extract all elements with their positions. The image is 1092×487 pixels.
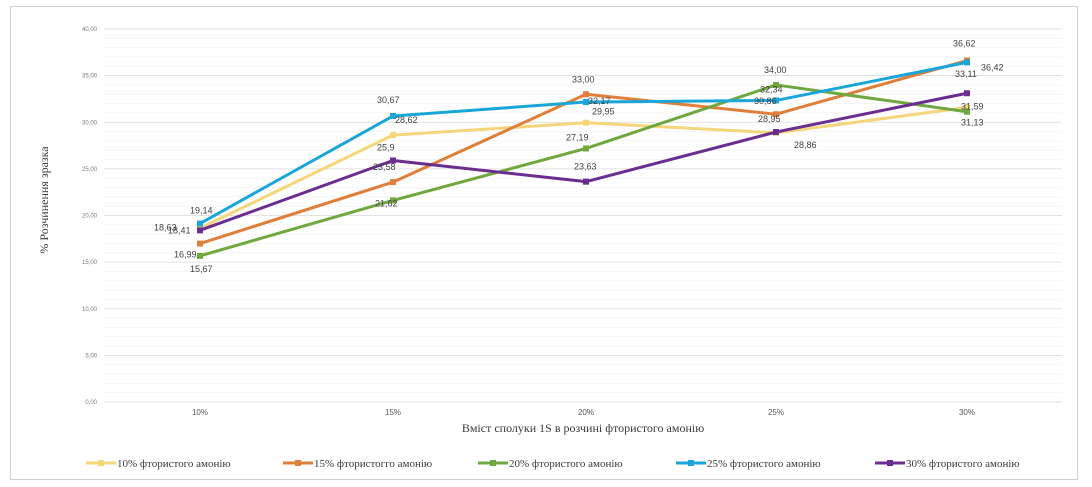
data-labels-series-5: 18,41 25,9 23,63 28,95 33,11 [168, 69, 977, 235]
data-labels-series-1: 18,63 28,62 29,95 28,86 31,59 [154, 101, 984, 232]
legend-marker [98, 460, 104, 466]
data-point [964, 59, 970, 66]
data-label: 28,95 [758, 114, 781, 124]
data-labels-series-4: 19,14 30,67 32,17 32,34 36,42 [190, 62, 1004, 215]
data-point [964, 104, 970, 111]
x-tick-label: 10% [192, 408, 208, 417]
data-label: 28,62 [395, 115, 418, 125]
y-tick-label: 30,00 [82, 120, 98, 126]
legend-marker [688, 460, 694, 466]
data-label: 32,34 [760, 84, 783, 94]
y-tick-label: 0,00 [85, 400, 97, 406]
x-axis-title: Вміст сполуки 1S в розчині фтористого ам… [462, 421, 704, 435]
legend-item: 25% фтористого амонію [707, 458, 821, 470]
data-label: 36,62 [953, 39, 976, 49]
y-tick-label: 35,00 [82, 74, 98, 80]
data-point [197, 227, 203, 234]
data-point [197, 240, 203, 247]
data-point [583, 91, 589, 98]
data-point [964, 90, 970, 97]
data-point [583, 119, 589, 126]
data-label: 27,19 [566, 132, 589, 142]
y-axis-title: % Розчинення зразка [37, 146, 51, 254]
x-tick-label: 25% [768, 408, 784, 417]
data-point [773, 97, 779, 104]
data-point [583, 99, 589, 106]
data-point [197, 252, 203, 259]
legend-item: 20% фтористого амонію [509, 458, 623, 470]
data-point [773, 81, 779, 88]
data-label: 34,00 [764, 65, 787, 75]
data-point [390, 132, 396, 139]
data-label: 28,86 [794, 140, 817, 150]
data-label: 30,86 [754, 96, 777, 106]
data-label: 23,58 [373, 162, 396, 172]
y-tick-label: 40,00 [82, 27, 98, 33]
y-axis-ticks: 0,00 5,00 10,00 15,00 20,00 25,00 30,00 35,00 40… [82, 27, 98, 406]
y-tick-label: 25,00 [82, 167, 98, 173]
data-point [773, 111, 779, 118]
data-labels-series-2: 16,99 23,58 33,00 30,86 36,62 [174, 39, 976, 260]
legend-marker [490, 460, 496, 466]
data-point [583, 178, 589, 185]
chart-frame [10, 6, 1078, 480]
y-tick-label: 15,00 [82, 260, 98, 266]
gridlines [104, 28, 1062, 403]
data-point [964, 108, 970, 115]
data-label: 31,59 [961, 101, 984, 111]
y-tick-label: 20,00 [82, 214, 98, 220]
series-line [198, 59, 969, 246]
legend-marker [295, 460, 301, 466]
data-point [773, 129, 779, 136]
series-5 [197, 90, 970, 234]
data-point [390, 179, 396, 186]
data-point [583, 145, 589, 152]
data-label: 25,9 [377, 142, 395, 152]
data-point [390, 197, 396, 204]
series-3 [197, 81, 970, 259]
data-labels-series-3: 15,67 21,62 27,19 34,00 31,13 [190, 65, 984, 274]
x-axis-ticks: 10% 15% 20% 25% 30% [192, 408, 975, 417]
series-4 [197, 59, 970, 227]
y-tick-label: 5,00 [85, 353, 97, 359]
legend-item: 15% фтористогго амонію [314, 458, 432, 470]
x-tick-label: 30% [959, 408, 975, 417]
data-label: 19,14 [190, 206, 213, 216]
legend-marker [887, 460, 893, 466]
x-tick-label: 15% [385, 408, 401, 417]
legend-item: 30% фтористого амонію [906, 458, 1020, 470]
data-label: 29,95 [592, 107, 615, 117]
data-label: 16,99 [174, 250, 197, 260]
data-point [197, 220, 203, 227]
y-tick-label: 10,00 [82, 307, 98, 313]
data-label: 31,13 [961, 118, 984, 128]
data-label: 33,11 [955, 69, 977, 79]
data-label: 18,63 [154, 222, 177, 232]
legend-item: 10% фтористого амонію [117, 458, 231, 470]
data-label: 33,00 [572, 74, 595, 84]
x-tick-label: 20% [578, 408, 594, 417]
data-point [390, 113, 396, 120]
legend: 10% фтористого амонію 15% фтористогго амо… [86, 458, 1020, 470]
data-label: 18,41 [168, 225, 191, 235]
data-label: 30,67 [377, 95, 400, 105]
data-label: 36,42 [981, 62, 1004, 72]
data-label: 23,63 [574, 162, 597, 172]
data-label: 21,62 [375, 198, 398, 208]
data-label: 32,17 [588, 96, 611, 106]
data-label: 15,67 [190, 264, 213, 274]
data-point [390, 157, 396, 164]
series-line [198, 60, 969, 226]
